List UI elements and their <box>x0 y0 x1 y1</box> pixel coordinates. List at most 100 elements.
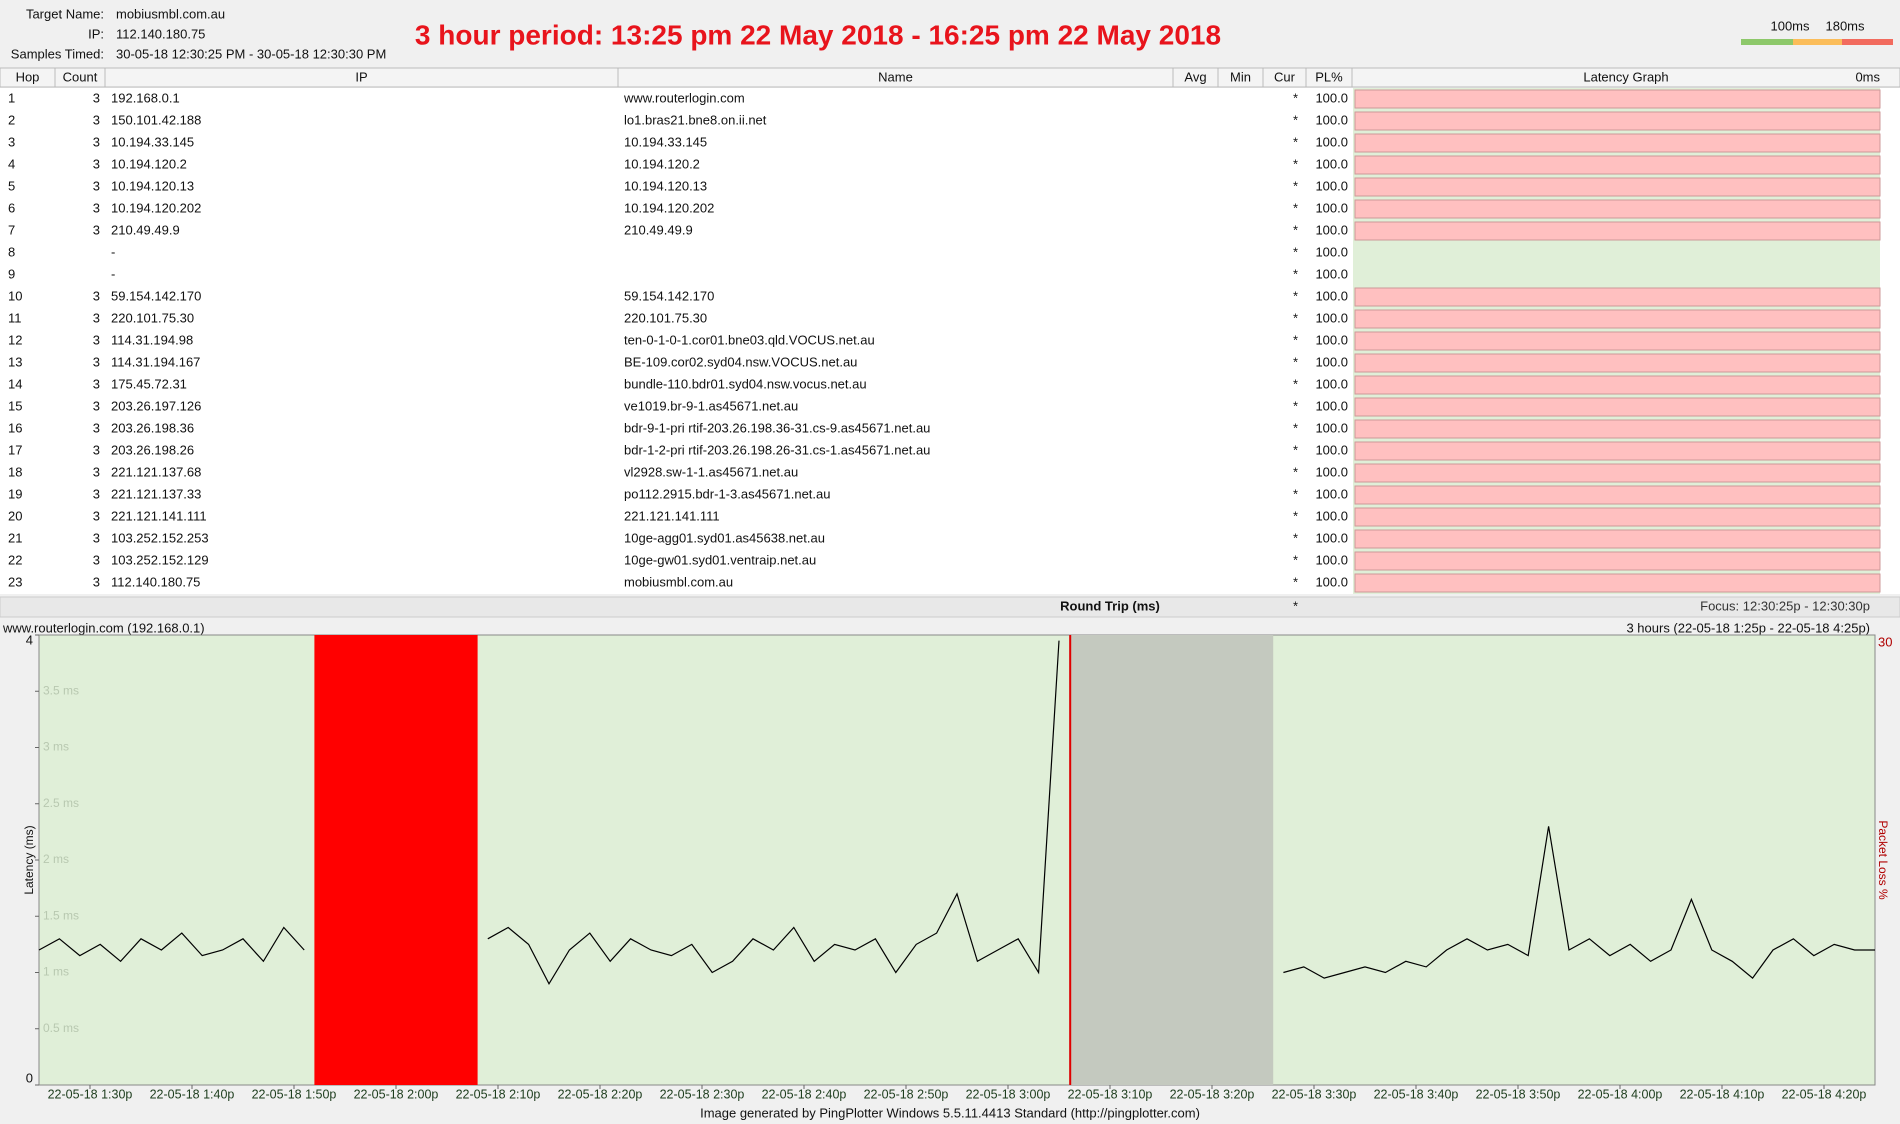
cell-cur: * <box>1293 288 1298 303</box>
latency-bar <box>1354 221 1881 241</box>
cell-name: 10ge-gw01.syd01.ventraip.net.au <box>624 552 816 567</box>
cell-name: BE-109.cor02.syd04.nsw.VOCUS.net.au <box>624 354 857 369</box>
cell-count: 3 <box>93 332 100 347</box>
cell-hop: 10 <box>8 288 22 303</box>
cell-pl: 100.0 <box>1315 376 1348 391</box>
cell-hop: 2 <box>8 112 15 127</box>
cell-cur: * <box>1293 420 1298 435</box>
cell-ip: 114.31.194.167 <box>111 354 200 369</box>
cell-hop: 23 <box>8 574 22 589</box>
cell-cur: * <box>1293 112 1298 127</box>
cell-ip: - <box>111 266 115 281</box>
cell-hop: 1 <box>8 90 15 105</box>
x-tick-label: 22-05-18 1:30p <box>48 1087 133 1101</box>
x-tick-label: 22-05-18 4:00p <box>1578 1087 1663 1101</box>
cell-ip: 10.194.120.2 <box>111 156 187 171</box>
cell-name: vl2928.sw-1-1.as45671.net.au <box>624 464 798 479</box>
latency-bar <box>1354 551 1881 571</box>
x-tick-label: 22-05-18 2:10p <box>456 1087 541 1101</box>
cell-ip: 114.31.194.98 <box>111 332 193 347</box>
cell-count: 3 <box>93 354 100 369</box>
y-tick-label: 2.5 ms <box>43 796 79 810</box>
cell-name: 220.101.75.30 <box>624 310 707 325</box>
cell-name: bdr-1-2-pri rtif-203.26.198.26-31.cs-1.a… <box>624 442 930 457</box>
latency-bar <box>1354 529 1881 549</box>
cell-pl: 100.0 <box>1315 508 1348 523</box>
cell-ip: 150.101.42.188 <box>111 112 201 127</box>
cell-name: www.routerlogin.com <box>623 90 745 105</box>
cell-hop: 16 <box>8 420 22 435</box>
cell-pl: 100.0 <box>1315 530 1348 545</box>
focus: Focus: 12:30:25p - 12:30:30p <box>1700 598 1870 613</box>
latency-bar <box>1354 441 1881 461</box>
cell-name: lo1.bras21.bne8.on.ii.net <box>624 112 767 127</box>
cell-ip: 203.26.198.36 <box>111 420 194 435</box>
loss-period <box>1069 635 1072 1085</box>
cell-name: 10.194.120.2 <box>624 156 700 171</box>
x-tick-label: 22-05-18 3:40p <box>1374 1087 1459 1101</box>
latency-bar <box>1354 177 1881 197</box>
loss-period <box>314 635 478 1085</box>
cell-ip: 221.121.137.33 <box>111 486 201 501</box>
cell-pl: 100.0 <box>1315 354 1348 369</box>
latency-bar <box>1354 199 1881 219</box>
cell-name: ve1019.br-9-1.as45671.net.au <box>624 398 798 413</box>
cell-count: 3 <box>93 310 100 325</box>
cell-pl: 100.0 <box>1315 266 1348 281</box>
column-header: Count <box>63 69 98 84</box>
cell-cur: * <box>1293 398 1298 413</box>
latency-bar <box>1354 155 1881 175</box>
cell-name: 221.121.141.111 <box>624 508 720 523</box>
cell-hop: 14 <box>8 376 22 391</box>
column-header: PL% <box>1315 69 1343 84</box>
x-tick-label: 22-05-18 2:00p <box>354 1087 439 1101</box>
cell-count: 3 <box>93 200 100 215</box>
latency-bar <box>1354 309 1881 329</box>
cell-count: 3 <box>93 134 100 149</box>
cell-ip: 10.194.33.145 <box>111 134 194 149</box>
cell-cur: * <box>1293 376 1298 391</box>
legend-label: 180ms <box>1825 18 1865 33</box>
cell-hop: 17 <box>8 442 22 457</box>
cell-hop: 11 <box>8 310 22 325</box>
cell-pl: 100.0 <box>1315 442 1348 457</box>
cell-count: 3 <box>93 420 100 435</box>
cell-pl: 100.0 <box>1315 332 1348 347</box>
cell-ip: 221.121.137.68 <box>111 464 201 479</box>
cell-name: 59.154.142.170 <box>624 288 714 303</box>
round-trip-label: Round Trip (ms) <box>1060 598 1160 613</box>
cell-count: 3 <box>93 486 100 501</box>
cell-name: mobiusmbl.com.au <box>624 574 733 589</box>
cell-hop: 6 <box>8 200 15 215</box>
cell-cur: * <box>1293 354 1298 369</box>
cell-hop: 19 <box>8 486 22 501</box>
cell-name: 10.194.33.145 <box>624 134 707 149</box>
cell-pl: 100.0 <box>1315 464 1348 479</box>
cell-ip: 59.154.142.170 <box>111 288 201 303</box>
legend-swatch <box>1793 39 1842 45</box>
cell-pl: 100.0 <box>1315 244 1348 259</box>
cell-count: 3 <box>93 222 100 237</box>
cell-count: 3 <box>93 90 100 105</box>
cell-hop: 5 <box>8 178 15 193</box>
latency-bar <box>1354 485 1881 505</box>
cell-count: 3 <box>93 156 100 171</box>
cell-pl: 100.0 <box>1315 574 1348 589</box>
cell-hop: 4 <box>8 156 15 171</box>
x-tick-label: 22-05-18 2:40p <box>762 1087 847 1101</box>
label: Samples Timed: <box>11 46 104 61</box>
cell-ip: 10.194.120.13 <box>111 178 194 193</box>
cell-count: 3 <box>93 178 100 193</box>
period-title: 3 hour period: 13:25 pm 22 May 2018 - 16… <box>415 19 1221 50</box>
cell-pl: 100.0 <box>1315 90 1348 105</box>
y-axis-title: Latency (ms) <box>22 825 36 894</box>
credit: Image generated by PingPlotter Windows 5… <box>700 1105 1200 1120</box>
latency-bar <box>1354 375 1881 395</box>
cell-hop: 21 <box>8 530 22 545</box>
x-tick-label: 22-05-18 2:50p <box>864 1087 949 1101</box>
x-tick-label: 22-05-18 3:10p <box>1068 1087 1153 1101</box>
latency-bar <box>1354 419 1881 439</box>
cell-pl: 100.0 <box>1315 310 1348 325</box>
x-tick-label: 22-05-18 3:00p <box>966 1087 1051 1101</box>
